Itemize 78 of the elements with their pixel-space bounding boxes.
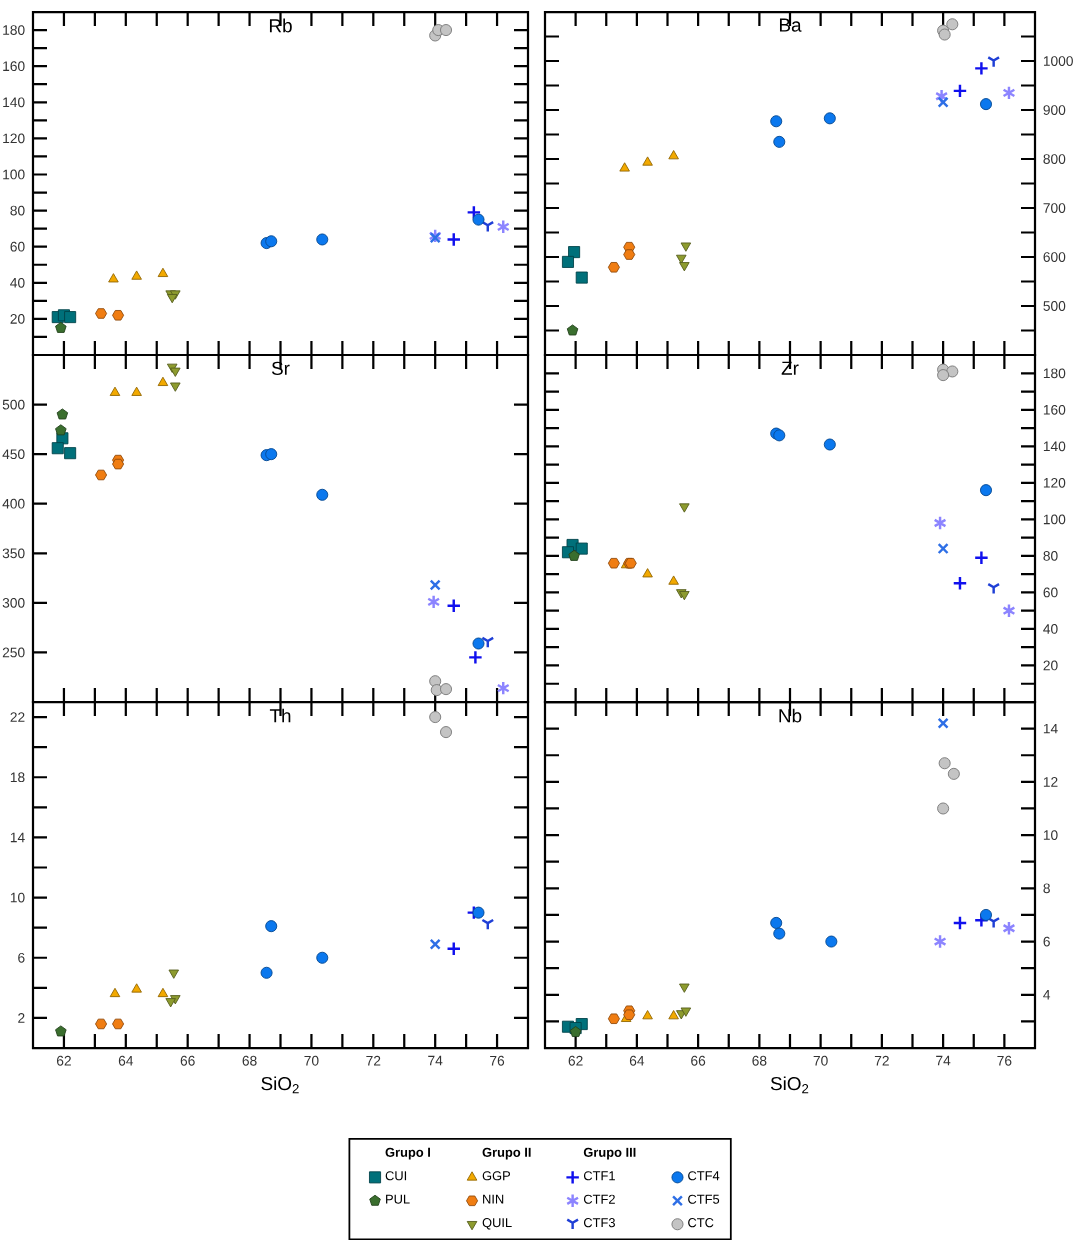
- x-tick-label: 74: [428, 1055, 443, 1066]
- x-tick-label: 62: [56, 1055, 71, 1066]
- y-tick-label: 80: [1043, 551, 1058, 561]
- y-tick-label: 10: [10, 892, 25, 903]
- y-tick-label: 250: [2, 647, 25, 658]
- chart-title: Th: [269, 708, 291, 723]
- y-tick-label: 500: [1043, 301, 1066, 311]
- y-tick-label: 120: [1043, 477, 1066, 488]
- y-tick-label: 18: [10, 772, 25, 783]
- y-tick-label: 800: [1043, 154, 1066, 164]
- legend-label: CTF2: [583, 1194, 615, 1204]
- y-tick-label: 8: [1043, 883, 1050, 894]
- legend-label: PUL: [386, 1194, 410, 1204]
- x-tick-label: 68: [752, 1055, 767, 1066]
- legend-label: CUI: [385, 1171, 407, 1181]
- x-tick-label: 74: [936, 1055, 951, 1066]
- y-tick-label: 60: [1043, 587, 1058, 598]
- y-tick-label: 14: [10, 832, 25, 843]
- chart-title: Sr: [271, 361, 290, 376]
- legend-label: CTF4: [688, 1171, 720, 1181]
- y-tick-label: 300: [2, 597, 25, 608]
- x-axis-title: SiO$_{2}$: [261, 1076, 299, 1094]
- y-tick-label: 140: [3, 97, 25, 108]
- x-tick-label: 64: [629, 1055, 645, 1066]
- y-tick-label: 160: [3, 61, 25, 72]
- y-tick-label: 100: [3, 169, 25, 180]
- x-tick-label: 72: [366, 1055, 381, 1066]
- x-tick-label: 76: [490, 1055, 505, 1066]
- y-tick-label: 14: [1043, 723, 1058, 734]
- y-tick-label: 80: [10, 205, 25, 216]
- y-tick-label: 400: [2, 498, 25, 509]
- y-tick-label: 160: [1043, 404, 1066, 415]
- legend-label: GGP: [482, 1171, 511, 1181]
- legend-label: CTC: [688, 1218, 714, 1228]
- y-tick-label: 6: [18, 952, 25, 963]
- legend-label: CTF1: [583, 1171, 615, 1181]
- legend-label: NIN: [483, 1194, 504, 1204]
- x-tick-label: 66: [180, 1055, 195, 1066]
- y-tick-label: 20: [1043, 660, 1058, 671]
- y-tick-label: 140: [1043, 441, 1066, 452]
- y-tick-label: 500: [2, 399, 25, 410]
- x-axis-title: SiO$_{2}$: [770, 1076, 809, 1094]
- legend-label: CTF5: [688, 1194, 720, 1204]
- text: Grupo II: [482, 1147, 531, 1160]
- y-tick-label: 180: [3, 25, 25, 35]
- x-tick-label: 72: [874, 1055, 889, 1066]
- y-tick-label: 700: [1043, 203, 1066, 213]
- y-tick-label: 180: [1043, 368, 1066, 379]
- y-tick-label: 12: [1043, 777, 1058, 787]
- y-tick-label: 20: [10, 314, 25, 324]
- text: Grupo I: [385, 1147, 430, 1160]
- y-tick-label: 450: [2, 449, 25, 460]
- x-tick-label: 76: [997, 1055, 1012, 1066]
- y-tick-label: 120: [3, 133, 25, 144]
- legend-label: QUIL: [482, 1218, 512, 1230]
- y-tick-label: 900: [1043, 105, 1066, 115]
- x-tick-label: 64: [118, 1055, 134, 1066]
- y-tick-label: 6: [1043, 936, 1050, 947]
- y-tick-label: 1000: [1043, 56, 1073, 66]
- y-tick-label: 100: [1043, 514, 1066, 525]
- y-tick-label: 2: [18, 1013, 25, 1023]
- text: Grupo III: [583, 1147, 636, 1160]
- legend-label: CTF3: [583, 1218, 615, 1228]
- x-tick-label: 70: [813, 1055, 828, 1066]
- chart-title: Rb: [269, 18, 292, 33]
- x-tick-label: 68: [242, 1055, 257, 1066]
- x-tick-label: 62: [568, 1055, 583, 1066]
- y-tick-label: 600: [1043, 252, 1066, 262]
- y-tick-label: 40: [1043, 624, 1058, 634]
- y-tick-label: 60: [10, 241, 25, 252]
- y-tick-label: 22: [10, 712, 25, 722]
- y-tick-label: 350: [2, 548, 25, 559]
- chart-title: Ba: [779, 18, 802, 32]
- y-tick-label: 40: [10, 277, 25, 288]
- y-tick-label: 10: [1043, 830, 1058, 840]
- x-tick-label: 66: [691, 1055, 706, 1066]
- x-tick-label: 70: [304, 1055, 319, 1066]
- y-tick-label: 4: [1043, 990, 1051, 1000]
